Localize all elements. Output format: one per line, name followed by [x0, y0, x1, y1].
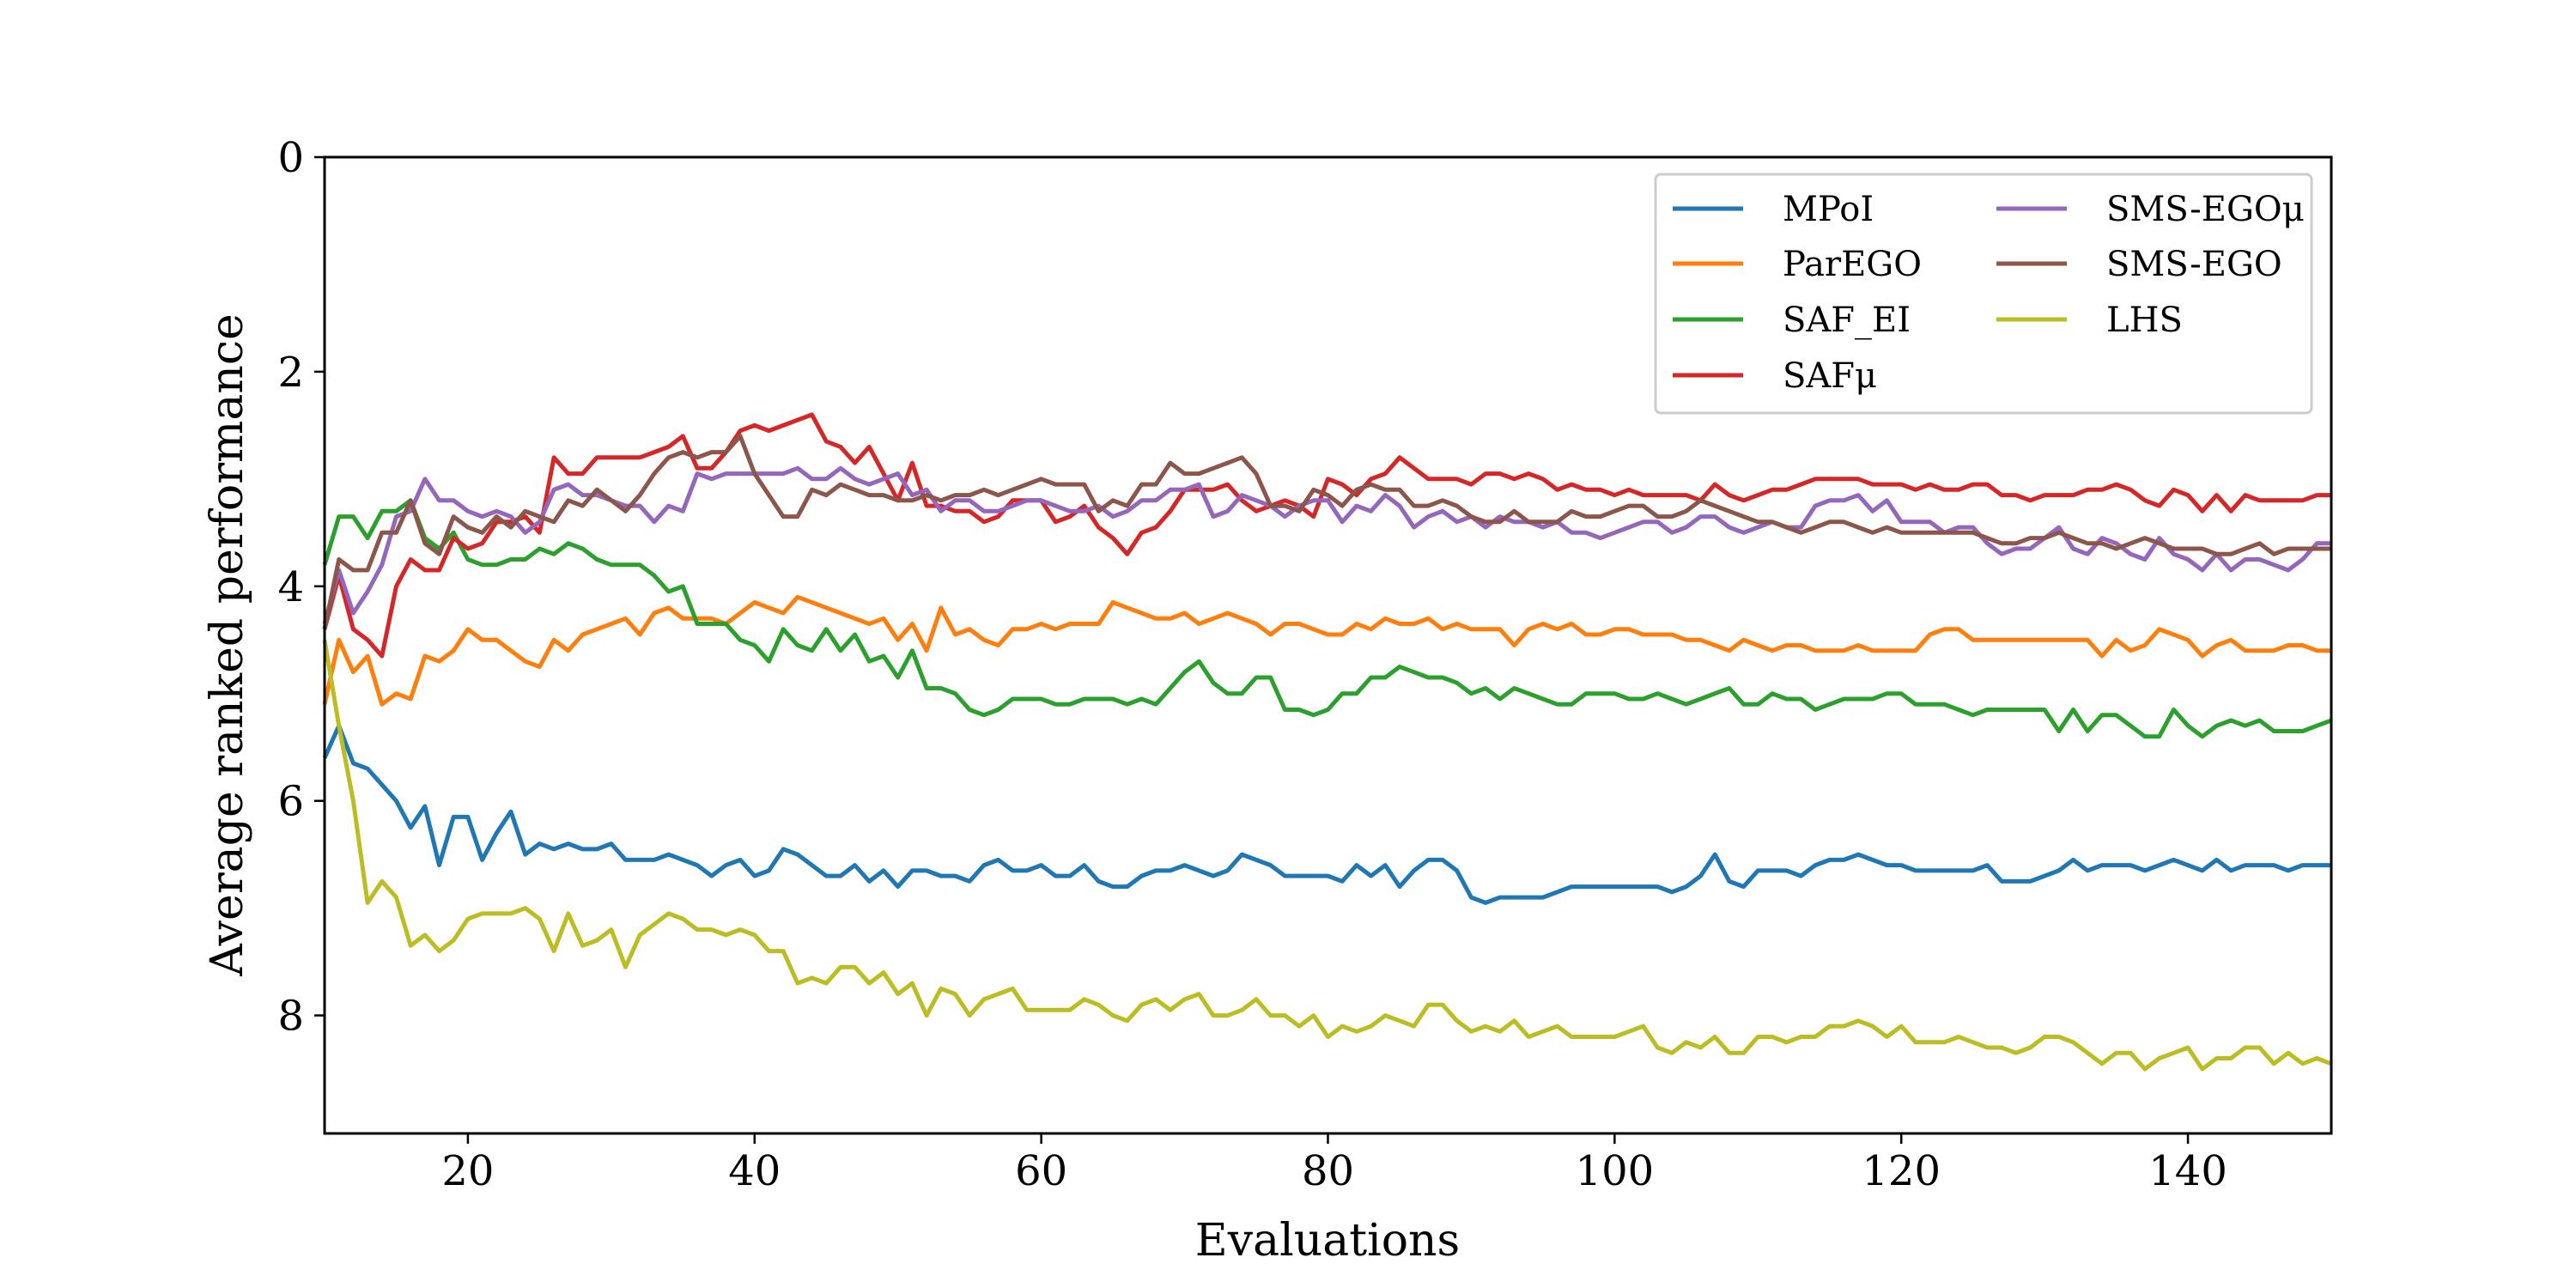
y-tick-label: 2 [277, 349, 304, 397]
legend-label: LHS [2106, 301, 2183, 340]
x-axis-ticks: 20 40 60 80 100 120 140 [441, 1133, 2227, 1195]
series-layer [322, 412, 2332, 1072]
x-tick-label: 60 [1015, 1147, 1067, 1195]
x-tick-label: 100 [1576, 1147, 1655, 1195]
x-tick-label: 140 [2148, 1147, 2227, 1195]
series-line-2 [322, 498, 2332, 739]
legend-label: SAF_EI [1783, 301, 1911, 340]
legend-label: MPoI [1783, 190, 1874, 229]
series-line-4 [322, 465, 2331, 625]
x-tick-label: 20 [441, 1147, 494, 1195]
x-tick-label: 80 [1302, 1147, 1354, 1195]
y-tick-label: 6 [277, 778, 304, 826]
series-line-5 [322, 434, 2331, 630]
series-line-3 [322, 412, 2331, 659]
legend: MPoI ParEGO SAF_EI SAFμ SMS-EGOμ SMS-EGO LHS [1654, 173, 2313, 415]
x-axis-label: Evaluations [1195, 1215, 1460, 1267]
y-tick-label: 8 [277, 993, 304, 1041]
legend-label: SAFμ [1783, 356, 1877, 396]
legend-label: SMS-EGOμ [2106, 190, 2305, 229]
y-axis-ticks: 0 2 4 6 8 [277, 134, 325, 1041]
x-tick-label: 120 [1862, 1147, 1941, 1195]
series-line-0 [322, 723, 2331, 905]
legend-label: SMS-EGO [2106, 245, 2282, 284]
y-axis-label: Average ranked performance [202, 313, 253, 977]
legend-box [1654, 173, 2313, 415]
x-tick-label: 40 [728, 1147, 781, 1195]
legend-label: ParEGO [1783, 245, 1922, 284]
series-line-6 [322, 639, 2332, 1072]
series-line-1 [322, 594, 2331, 707]
y-tick-label: 4 [277, 563, 304, 611]
y-tick-label: 0 [277, 134, 304, 182]
